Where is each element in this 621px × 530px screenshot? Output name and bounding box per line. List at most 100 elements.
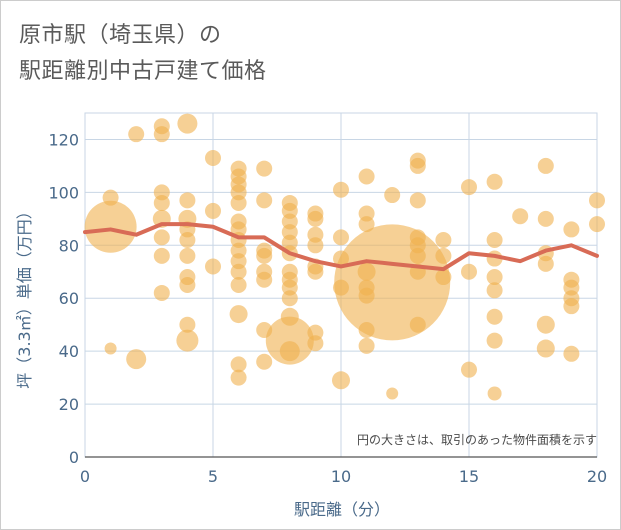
bubble-point (176, 329, 199, 352)
bubble-point (537, 210, 554, 227)
bubble-point (357, 262, 376, 281)
bubble-point (333, 229, 349, 246)
bubble-point (486, 332, 503, 349)
bubble-point (563, 345, 580, 362)
bubble-point (384, 187, 401, 204)
bubble-point (84, 200, 137, 253)
bubble-point (563, 221, 580, 238)
bubble-point (205, 202, 221, 219)
x-tick-label: 0 (80, 467, 90, 486)
bubble-point (537, 157, 554, 174)
bubble-point (358, 168, 375, 185)
bubble-point (230, 277, 247, 293)
bubble-point (461, 263, 477, 280)
y-axis-label: 坪（3.3㎡）単価（万円） (15, 203, 34, 388)
bubble-point (307, 335, 324, 352)
bubble-point (307, 237, 324, 254)
bubble-point (205, 258, 221, 275)
bubble-point (512, 208, 529, 225)
bubble-point (104, 342, 117, 355)
bubble-point (334, 224, 451, 341)
bubble-point (256, 192, 273, 209)
bubble-point (536, 339, 555, 358)
y-tick-label: 100 (48, 183, 79, 202)
bubble-point (487, 386, 502, 401)
bubble-point (205, 149, 221, 166)
bubble-point (409, 192, 426, 209)
x-tick-label: 10 (331, 467, 351, 486)
bubble-point (230, 263, 247, 280)
bubble-point (256, 247, 273, 264)
bubble-point (179, 192, 196, 209)
bubble-point (563, 298, 580, 315)
size-note: 円の大きさは、取引のあった物件面積を示す (357, 432, 597, 447)
bubble-point (307, 210, 324, 227)
bubble-point (281, 290, 298, 307)
chart-title-line-1: 原市駅（埼玉県）の (19, 23, 222, 48)
bubble-point (435, 232, 452, 249)
line-layer (83, 222, 599, 272)
x-tick-label: 20 (587, 467, 607, 486)
bubble-point (332, 371, 350, 390)
bubble-point (358, 287, 375, 304)
average-price-line (83, 222, 599, 272)
bubble-point (307, 263, 324, 280)
bubble-point (179, 232, 196, 249)
bubble-point (280, 307, 299, 326)
bubble-point (461, 361, 477, 378)
bubble-point (256, 160, 273, 177)
axis-layer: 0 20 40 60 80 100 120 0 5 10 15 20 (48, 130, 607, 486)
y-tick-label: 0 (69, 448, 79, 467)
bubble-layer (84, 113, 605, 401)
bubble-point (486, 173, 503, 190)
bubble-point (179, 277, 196, 293)
bubble-point (256, 271, 273, 288)
bubble-point (409, 247, 426, 264)
bubble-point (486, 282, 503, 299)
bubble-point (333, 181, 349, 198)
bubble-point (229, 305, 248, 324)
x-tick-label: 5 (208, 467, 218, 486)
bubble-point (179, 316, 196, 333)
bubble-point (333, 279, 349, 296)
bubble-point (153, 229, 170, 246)
bubble-point (409, 316, 426, 333)
bubble-point (153, 284, 170, 301)
x-tick-label: 15 (459, 467, 479, 486)
bubble-point (230, 369, 247, 386)
bubble-point (333, 250, 349, 267)
bubble-point (461, 179, 477, 196)
bubble-point (536, 315, 555, 334)
y-tick-label: 40 (59, 342, 79, 361)
bubble-point (230, 356, 247, 373)
bubble-point (409, 157, 426, 174)
bubble-point (486, 308, 503, 325)
bubble-point (179, 247, 196, 264)
y-tick-label: 80 (59, 236, 79, 255)
x-axis-label: 駅距離（分） (294, 500, 390, 519)
bubble-point (153, 247, 170, 264)
bubble-point (386, 387, 399, 400)
bubble-point (358, 321, 375, 338)
bubble-point (265, 316, 314, 365)
bubble-point (358, 216, 375, 233)
bubble-point (256, 353, 273, 370)
bubble-point (486, 269, 503, 286)
y-tick-label: 60 (59, 289, 79, 308)
bubble-point (177, 113, 198, 134)
chart-title-line-2: 駅距離別中古戸建て価格 (19, 59, 267, 84)
bubble-point (435, 269, 452, 286)
bubble-point (486, 232, 503, 249)
bubble-point (153, 126, 170, 143)
y-tick-label: 120 (48, 130, 79, 149)
bubble-point (589, 216, 605, 233)
y-tick-label: 20 (59, 395, 79, 414)
bubble-point (126, 349, 147, 370)
bubble-point (256, 321, 273, 338)
bubble-point (128, 126, 145, 143)
bubble-point (230, 194, 247, 211)
bubble-point (153, 194, 170, 211)
bubble-point (435, 247, 452, 264)
